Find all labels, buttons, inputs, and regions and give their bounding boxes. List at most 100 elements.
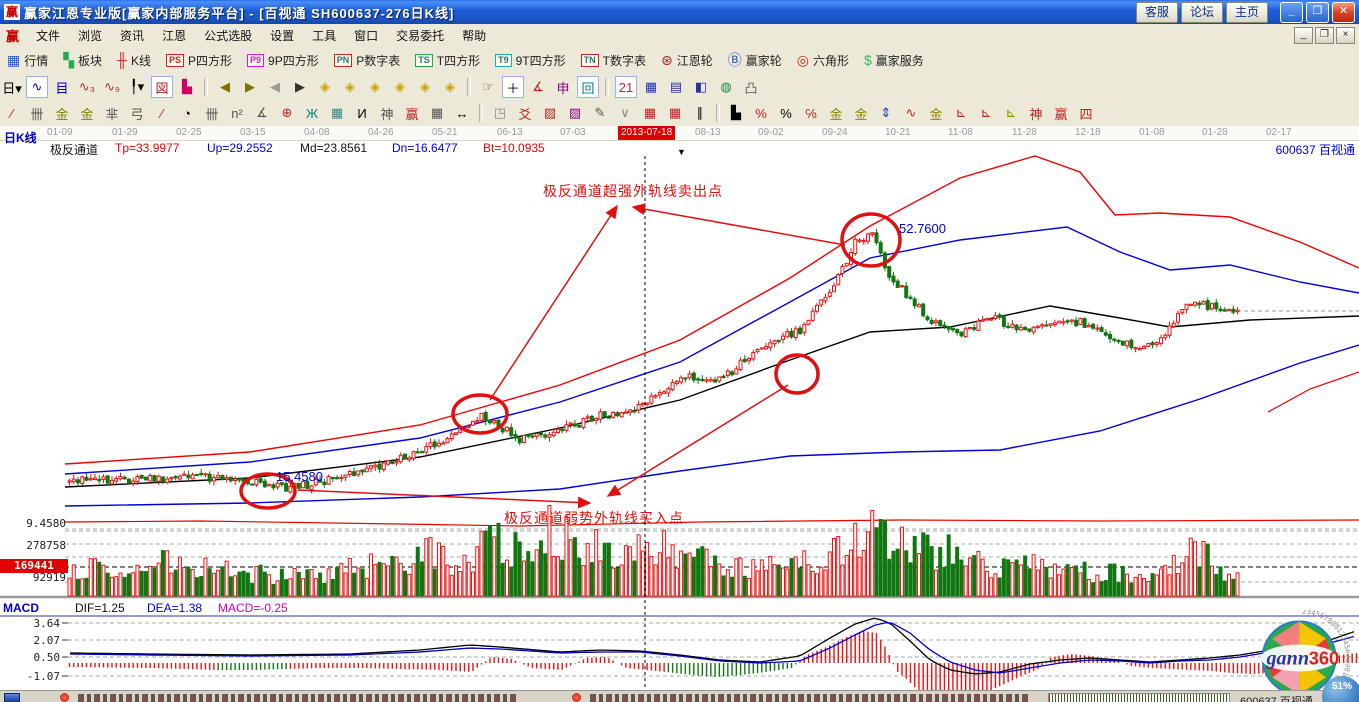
red-grid-2-icon[interactable]: ▦ xyxy=(668,105,682,120)
toolbar-button-p-number-table[interactable]: PN P数字表 xyxy=(327,50,408,71)
toolbar-button-p-square[interactable]: PS P四方形 xyxy=(159,50,239,71)
prev-page-icon[interactable]: ◀ xyxy=(270,79,280,94)
toolbar-button-sector-blocks[interactable]: ▚ 板块 xyxy=(56,50,109,71)
updown-flag-icon[interactable]: ⇕ xyxy=(880,105,892,120)
expand-view-icon[interactable]: ◈ xyxy=(445,79,455,94)
menu-item-文件[interactable]: 文件 xyxy=(36,28,61,43)
toolbar-button-hexagon[interactable]: ◎ 六角形 xyxy=(790,50,856,71)
save-icon[interactable]: ◧ xyxy=(694,79,708,94)
next-page-icon[interactable]: ▶ xyxy=(295,79,305,94)
terminal-icon[interactable]: 凸 xyxy=(744,80,758,96)
tick-row-icon[interactable]: 卌 xyxy=(205,106,219,122)
expand-horizontal-icon[interactable]: ◈ xyxy=(370,79,380,94)
forum-button[interactable]: 论坛 xyxy=(1180,2,1223,23)
menu-item-公式选股[interactable]: 公式选股 xyxy=(204,28,253,43)
dropdown-caret-icon[interactable]: ▼ xyxy=(677,147,686,157)
brain-tool-icon[interactable]: 回 xyxy=(577,76,599,98)
calculator-icon[interactable]: ▦ xyxy=(644,79,658,94)
menu-item-交易委托[interactable]: 交易委托 xyxy=(396,28,445,43)
gold-circle-icon[interactable]: 金 xyxy=(829,106,843,122)
circle-cross-icon[interactable]: ⊕ xyxy=(281,105,293,120)
angle-gold-icon[interactable]: ⊾ xyxy=(1005,105,1017,120)
red-region-icon[interactable]: 図 xyxy=(151,76,173,98)
v-wave-icon[interactable]: ∨ xyxy=(620,105,630,120)
ying-angle-icon[interactable]: 赢 xyxy=(1054,106,1068,122)
k-wave-icon[interactable]: И xyxy=(357,105,367,121)
angle-j-icon[interactable]: ⊾ xyxy=(955,105,967,120)
zoom-percent-badge[interactable]: 51% xyxy=(1322,676,1359,702)
close-button[interactable]: ✕ xyxy=(1332,2,1355,23)
single-candle-dropdown-icon[interactable]: ╿▾ xyxy=(129,79,145,94)
menu-item-资讯[interactable]: 资讯 xyxy=(120,28,145,43)
angle-measure-tool-icon[interactable]: ∡ xyxy=(532,79,544,94)
gold-gann-2-icon[interactable]: 金 xyxy=(80,106,94,122)
wave-box-red-icon[interactable]: ∿ xyxy=(905,105,917,120)
pan-right-icon[interactable]: ◈ xyxy=(345,79,355,94)
percent-icon[interactable]: % xyxy=(780,105,792,121)
spiral-tool-icon[interactable]: 弓 xyxy=(130,106,144,122)
toolbar-button-t-square[interactable]: TS T四方形 xyxy=(408,50,487,71)
angle-mirror-icon[interactable]: ∡ xyxy=(256,105,268,120)
angle-f-icon[interactable]: ⊾ xyxy=(980,105,992,120)
dense-grid-icon[interactable]: ▦ xyxy=(430,105,444,120)
wave-3-icon[interactable]: ∿₃ xyxy=(78,79,96,94)
star-web-icon[interactable]: Ж xyxy=(305,105,318,121)
shen-angle-icon[interactable]: 神 xyxy=(1029,106,1043,122)
toolbar-button-t9-square[interactable]: T9 9T四方形 xyxy=(488,50,573,71)
customer-service-button[interactable]: 客服 xyxy=(1135,2,1178,23)
percent-red-icon[interactable]: % xyxy=(755,105,767,121)
hand-tool-icon[interactable]: ☞ xyxy=(482,79,494,94)
gann-purple-tool-icon[interactable]: 申 xyxy=(556,80,570,96)
toolbar-button-quote-table[interactable]: ▦ 行情 xyxy=(0,50,55,71)
restore-button[interactable]: ❐ xyxy=(1306,2,1329,23)
indicator-name[interactable]: 极反通道 xyxy=(50,143,99,157)
square-web-icon[interactable]: ▦ xyxy=(330,105,344,120)
compress-view-icon[interactable]: ◈ xyxy=(420,79,430,94)
mdi-restore-button[interactable]: ❐ xyxy=(1315,27,1334,44)
web-query-icon[interactable]: ◍ xyxy=(720,79,732,94)
shen-grid-icon[interactable]: 神 xyxy=(380,106,394,122)
h-ruler-icon[interactable]: ↔ xyxy=(455,105,469,121)
crosshair-tool-icon[interactable]: ＋ xyxy=(502,76,524,98)
toolbar-button-winner-wheel[interactable]: Ⓑ 赢家轮 xyxy=(721,50,789,71)
period-label[interactable]: 日K线 xyxy=(4,131,37,145)
gold-gann-1-icon[interactable]: 金 xyxy=(55,106,69,122)
candle-style-dropdown-icon[interactable]: 日▾ xyxy=(2,80,22,96)
toolbar-button-t-number-table[interactable]: TN T数字表 xyxy=(574,50,653,71)
bar-stats-icon[interactable]: ▙ xyxy=(731,105,741,120)
four-angle-icon[interactable]: 四 xyxy=(1079,106,1093,122)
menu-item-窗口[interactable]: 窗口 xyxy=(354,28,379,43)
info-panel-icon[interactable]: 目 xyxy=(55,80,69,96)
menu-item-设置[interactable]: 设置 xyxy=(270,28,295,43)
red-brush-icon[interactable]: ∕ xyxy=(160,105,164,121)
menu-item-帮助[interactable]: 帮助 xyxy=(462,28,487,43)
toolbar-button-p9-square[interactable]: P9 9P四方形 xyxy=(240,50,326,71)
color-histogram-icon[interactable]: ▙ xyxy=(182,79,192,94)
ying-grid-icon[interactable]: 赢 xyxy=(405,106,419,122)
last-page-icon[interactable]: ▶ xyxy=(245,79,255,94)
menu-item-工具[interactable]: 工具 xyxy=(312,28,337,43)
red-grid-1-icon[interactable]: ▦ xyxy=(643,105,657,120)
toolbar-button-winner-service[interactable]: $ 赢家服务 xyxy=(857,50,931,71)
n-square-icon[interactable]: n² xyxy=(231,105,243,121)
ray-box-purple-icon[interactable]: ▨ xyxy=(568,105,582,120)
parallel-lines-icon[interactable]: ∥ xyxy=(696,105,704,120)
wave-9-icon[interactable]: ∿₉ xyxy=(103,79,121,94)
minimize-button[interactable]: _ xyxy=(1280,2,1303,23)
notes-icon[interactable]: ▤ xyxy=(669,79,683,94)
clock-dial-icon[interactable]: ◔ xyxy=(183,105,191,121)
status-stock-label[interactable]: 600637 百视通 xyxy=(1240,696,1313,702)
pan-left-icon[interactable]: ◈ xyxy=(320,79,330,94)
gold-lines-icon[interactable]: 金 xyxy=(854,106,868,122)
box-select-icon[interactable]: ◳ xyxy=(493,105,507,120)
grid-box-red-icon[interactable]: ▨ xyxy=(543,105,557,120)
gold-lines-2-icon[interactable]: 金 xyxy=(929,106,943,122)
toolbar-button-gann-wheel[interactable]: ⊛ 江恩轮 xyxy=(654,50,720,71)
f-ruler-icon[interactable]: 芈 xyxy=(105,106,119,122)
expand-all-icon[interactable]: ◈ xyxy=(395,79,405,94)
mdi-close-button[interactable]: × xyxy=(1336,27,1355,44)
menu-item-浏览[interactable]: 浏览 xyxy=(78,28,103,43)
calendar-21-icon[interactable]: 21 xyxy=(615,76,637,98)
percent-lines-icon[interactable]: ℅ xyxy=(805,105,817,121)
grid-ticks-icon[interactable]: 卌 xyxy=(30,106,44,122)
